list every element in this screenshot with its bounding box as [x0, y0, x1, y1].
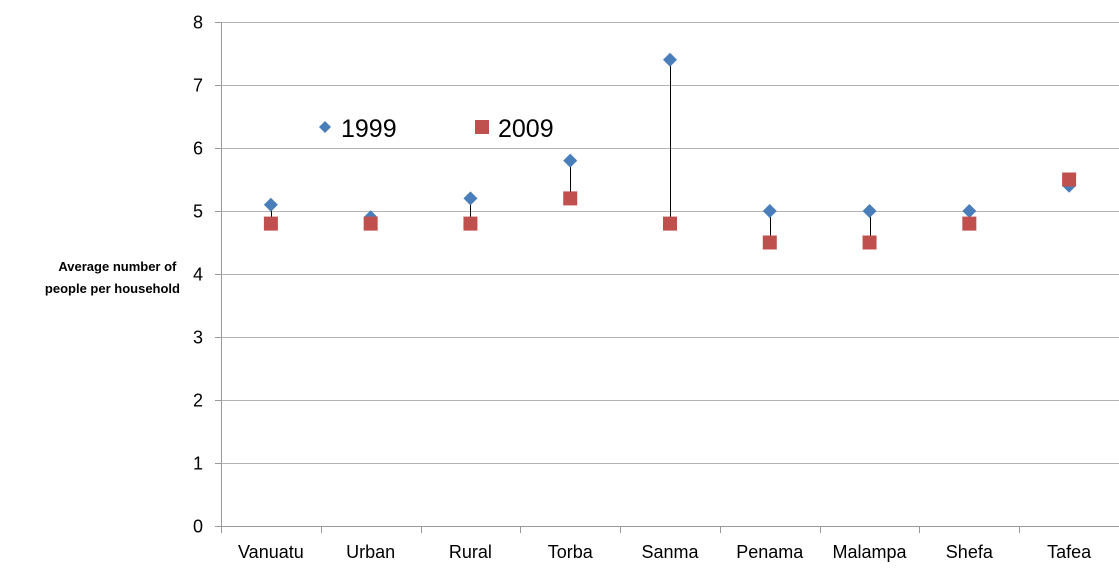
y-tick-label: 1	[193, 454, 203, 474]
y-axis-label-line-1: Average number of	[58, 259, 177, 274]
y-axis-label: Average number of people per household	[45, 259, 180, 296]
point-2009-malampa	[862, 235, 877, 250]
y-tick-label: 0	[193, 517, 203, 537]
point-2009-sanma	[663, 216, 677, 231]
y-tick-label: 6	[193, 139, 203, 159]
data-markers	[263, 52, 1077, 250]
point-2009-penama	[762, 235, 777, 250]
x-tick-label-vanuatu: Vanuatu	[238, 542, 304, 562]
y-tick-label: 7	[193, 76, 203, 96]
x-tick-label-tafea: Tafea	[1047, 542, 1092, 562]
y-tick-label: 3	[193, 328, 203, 348]
x-tick-labels: Vanuatu Urban Rural Torba Sanma Penama Malampa…	[238, 542, 1092, 562]
x-tick-label-shefa: Shefa	[946, 542, 994, 562]
point-2009-torba	[563, 191, 578, 206]
point-1999-rural	[463, 191, 478, 206]
point-1999-sanma	[663, 52, 677, 67]
y-tick-label: 5	[193, 202, 203, 222]
y-axis-label-line-2: people per household	[45, 281, 180, 296]
legend-label-1999: 1999	[341, 115, 397, 143]
y-tick-label: 4	[193, 265, 203, 285]
point-1999-vanuatu	[263, 197, 278, 212]
point-2009-rural	[463, 216, 478, 231]
point-1999-penama	[762, 204, 777, 218]
point-2009-shefa	[962, 216, 977, 231]
point-1999-malampa	[862, 204, 877, 218]
legend: 1999 2009	[319, 115, 554, 143]
legend-marker-1999	[319, 121, 331, 133]
y-tick-labels: 0 1 2 3 4 5 6 7 8	[193, 13, 203, 537]
legend-label-2009: 2009	[498, 115, 554, 143]
point-2009-urban	[363, 216, 378, 231]
point-1999-shefa	[962, 204, 977, 218]
x-tick-label-sanma: Sanma	[641, 542, 699, 562]
legend-marker-2009	[475, 120, 489, 134]
x-tick-label-urban: Urban	[346, 542, 395, 562]
y-tick-label: 8	[193, 13, 203, 33]
x-tick-label-penama: Penama	[736, 542, 804, 562]
x-tick-label-malampa: Malampa	[833, 542, 908, 562]
point-2009-tafea	[1062, 172, 1077, 187]
axes	[215, 22, 1119, 533]
drop-lines	[271, 59, 1070, 243]
point-2009-vanuatu	[263, 216, 278, 231]
y-tick-label: 2	[193, 391, 203, 411]
x-tick-label-torba: Torba	[548, 542, 594, 562]
x-tick-label-rural: Rural	[449, 542, 492, 562]
point-1999-torba	[563, 153, 578, 168]
